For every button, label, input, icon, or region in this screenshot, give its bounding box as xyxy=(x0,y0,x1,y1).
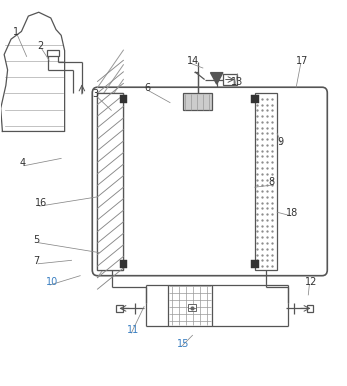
Text: 15: 15 xyxy=(177,339,189,349)
Bar xyxy=(117,305,124,312)
Bar xyxy=(46,49,59,56)
Text: 7: 7 xyxy=(34,256,40,266)
Bar xyxy=(183,93,212,110)
Bar xyxy=(98,93,124,270)
Text: 16: 16 xyxy=(35,198,48,208)
Text: 4: 4 xyxy=(20,158,26,168)
Bar xyxy=(255,93,277,270)
Bar xyxy=(306,305,313,312)
Text: 17: 17 xyxy=(296,56,308,66)
Text: 12: 12 xyxy=(305,277,317,287)
Text: 11: 11 xyxy=(127,325,139,335)
Text: 18: 18 xyxy=(286,208,298,218)
Text: 9: 9 xyxy=(277,137,283,147)
Text: 5: 5 xyxy=(34,235,40,245)
Text: 14: 14 xyxy=(187,56,200,66)
Bar xyxy=(188,304,196,312)
Text: 2: 2 xyxy=(37,41,43,51)
FancyBboxPatch shape xyxy=(92,87,327,276)
Text: 6: 6 xyxy=(144,83,150,93)
Bar xyxy=(168,285,212,326)
Text: 3: 3 xyxy=(92,89,99,99)
Text: 10: 10 xyxy=(45,277,58,287)
Bar xyxy=(120,95,127,103)
Polygon shape xyxy=(211,73,223,84)
Bar xyxy=(98,93,124,270)
Bar xyxy=(120,259,127,268)
Text: 8: 8 xyxy=(269,177,275,187)
Text: 1: 1 xyxy=(13,27,19,37)
Bar xyxy=(251,95,259,103)
Text: 13: 13 xyxy=(230,77,243,87)
Bar xyxy=(223,74,237,85)
Bar xyxy=(251,259,259,268)
